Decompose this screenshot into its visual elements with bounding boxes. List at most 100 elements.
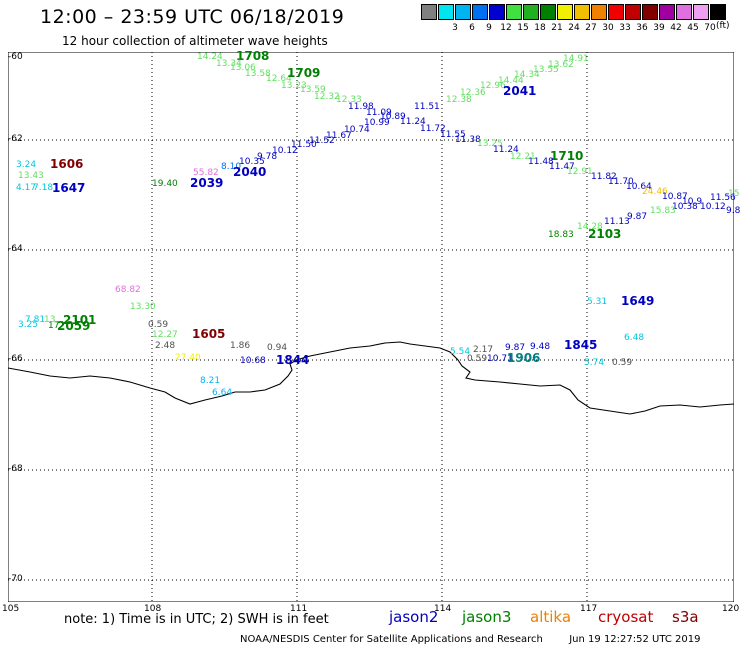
wave-height-label: 7.81 — [25, 315, 46, 325]
legend-swatch — [557, 4, 573, 20]
legend-bin-label: 6 — [469, 23, 475, 33]
wave-height-label: 10.64 — [626, 182, 652, 192]
x-tick-label: 114 — [434, 604, 452, 614]
wave-height-label: 5.54 — [450, 347, 471, 357]
legend-jason3: jason3 — [462, 608, 512, 626]
wave-height-label: 24.46 — [642, 187, 668, 197]
wave-height-label: 11.09 — [366, 108, 392, 118]
pass-time-label: 2059 — [57, 319, 91, 333]
legend-swatch — [625, 4, 641, 20]
wave-height-label: 2.48 — [155, 341, 176, 351]
wave-height-label: 11.13 — [604, 217, 630, 227]
legend-bin-label: 30 — [602, 23, 614, 33]
wave-height-label: 11.38 — [455, 135, 481, 145]
wave-height-label: 17 — [48, 321, 60, 331]
wave-height-label: 9.48 — [530, 342, 551, 352]
x-tick-label: 120 — [722, 604, 740, 614]
y-tick-label: -66 — [8, 354, 23, 364]
legend-cryosat: cryosat — [598, 608, 654, 626]
wave-height-label: 12.33 — [336, 95, 362, 105]
legend-swatch — [523, 4, 539, 20]
pass-time-label: 1844 — [276, 353, 310, 367]
wave-height-label: 68.82 — [115, 285, 141, 295]
wave-height-label: 10.38 — [672, 202, 698, 212]
wave-height-label: 10.9 — [682, 197, 703, 207]
wave-height-label: 11.82 — [591, 172, 617, 182]
wave-height-label: 15.83 — [650, 206, 676, 216]
page-title: 12:00 – 23:59 UTC 06/18/2019 — [40, 6, 345, 28]
pass-time-label: 1606 — [50, 157, 84, 171]
wave-height-label: 8.10 — [221, 162, 242, 172]
legend-jason2: jason2 — [389, 608, 439, 626]
legend-swatch — [489, 4, 505, 20]
wave-height-label: 9.87 — [505, 343, 526, 353]
wave-height-label: 19.40 — [152, 179, 178, 189]
wave-height-label: 3.25 — [18, 320, 39, 330]
pass-time-label: 2039 — [190, 176, 224, 190]
wave-height-label: 13.58 — [245, 69, 271, 79]
wave-height-label: 14.34 — [514, 70, 540, 80]
x-tick-label: 108 — [144, 604, 162, 614]
y-tick-label: -64 — [8, 244, 23, 254]
legend-bin-label: 36 — [636, 23, 648, 33]
wave-height-label: 12.21 — [510, 152, 536, 162]
wave-height-label: 7.18 — [33, 183, 54, 193]
wave-height-label: 5.31 — [587, 297, 608, 307]
wave-height-label: 11.67 — [326, 131, 352, 141]
wave-height-label: 11.50 — [291, 140, 317, 150]
legend-swatch — [472, 4, 488, 20]
legend-s3a: s3a — [672, 608, 699, 626]
wave-height-label: 13.34 — [216, 59, 242, 69]
legend-bin-label: 3 — [452, 23, 458, 33]
wave-height-label: 27.40 — [175, 353, 201, 363]
legend-swatch — [540, 4, 556, 20]
wave-height-label: 12.64 — [266, 74, 292, 84]
wave-height-label: 6.64 — [212, 388, 233, 398]
wave-height-label: 10.12 — [700, 202, 726, 212]
x-tick-label: 111 — [290, 604, 308, 614]
wave-height-label: 1.86 — [230, 341, 251, 351]
y-tick-label: -70 — [8, 574, 23, 584]
credit-org: NOAA/NESDIS Center for Satellite Applica… — [240, 634, 543, 645]
wave-height-label: 13.06 — [230, 63, 256, 73]
wave-height-label: 10.99 — [364, 118, 390, 128]
pass-time-label: 2103 — [588, 227, 622, 241]
wave-height-label: 10.71 — [487, 354, 513, 364]
wave-height-label: 14.24 — [197, 52, 223, 62]
wave-height-label: 0.59 — [467, 354, 488, 364]
antarctic-coastline — [8, 341, 734, 415]
wave-height-label: 12.27 — [152, 330, 178, 340]
wave-height-label: 13.55 — [533, 65, 559, 75]
legend-bin-label: 42 — [670, 23, 682, 33]
x-tick-label: 105 — [2, 604, 20, 614]
wave-height-label: 12.38 — [446, 95, 472, 105]
wave-height-label: 13.43 — [18, 171, 44, 181]
legend-bin-label: 15 — [517, 23, 529, 33]
legend-swatch — [574, 4, 590, 20]
legend-swatch — [591, 4, 607, 20]
wave-height-label: 11.24 — [400, 117, 426, 127]
map-frame — [8, 52, 734, 602]
wave-height-label: 12.32 — [314, 92, 340, 102]
pass-time-label: 1708 — [236, 49, 270, 63]
wave-height-label: 13.23 — [281, 81, 307, 91]
wave-height-label: 8.21 — [200, 376, 221, 386]
y-tick-label: -62 — [8, 134, 23, 144]
wave-height-label: 11.72 — [420, 124, 446, 134]
wave-height-label: 9.78 — [257, 152, 278, 162]
legend-bin-label: 12 — [500, 23, 512, 33]
wave-height-label: 11.51 — [414, 102, 440, 112]
legend-swatch — [676, 4, 692, 20]
legend-bin-label: 27 — [585, 23, 597, 33]
footer-note: note: 1) Time is in UTC; 2) SWH is in fe… — [64, 612, 329, 627]
wave-height-label: 0.59 — [612, 358, 633, 368]
pass-time-label: 2101 — [63, 313, 97, 327]
legend-bin-label: 21 — [551, 23, 563, 33]
legend-bin-label: 18 — [534, 23, 546, 33]
legend-swatch — [710, 4, 726, 20]
legend-swatch — [608, 4, 624, 20]
pass-time-label: 1647 — [52, 181, 86, 195]
wave-height-label: 12.96 — [480, 81, 506, 91]
altimeter-map — [8, 52, 734, 602]
pass-time-label: 1709 — [287, 66, 321, 80]
